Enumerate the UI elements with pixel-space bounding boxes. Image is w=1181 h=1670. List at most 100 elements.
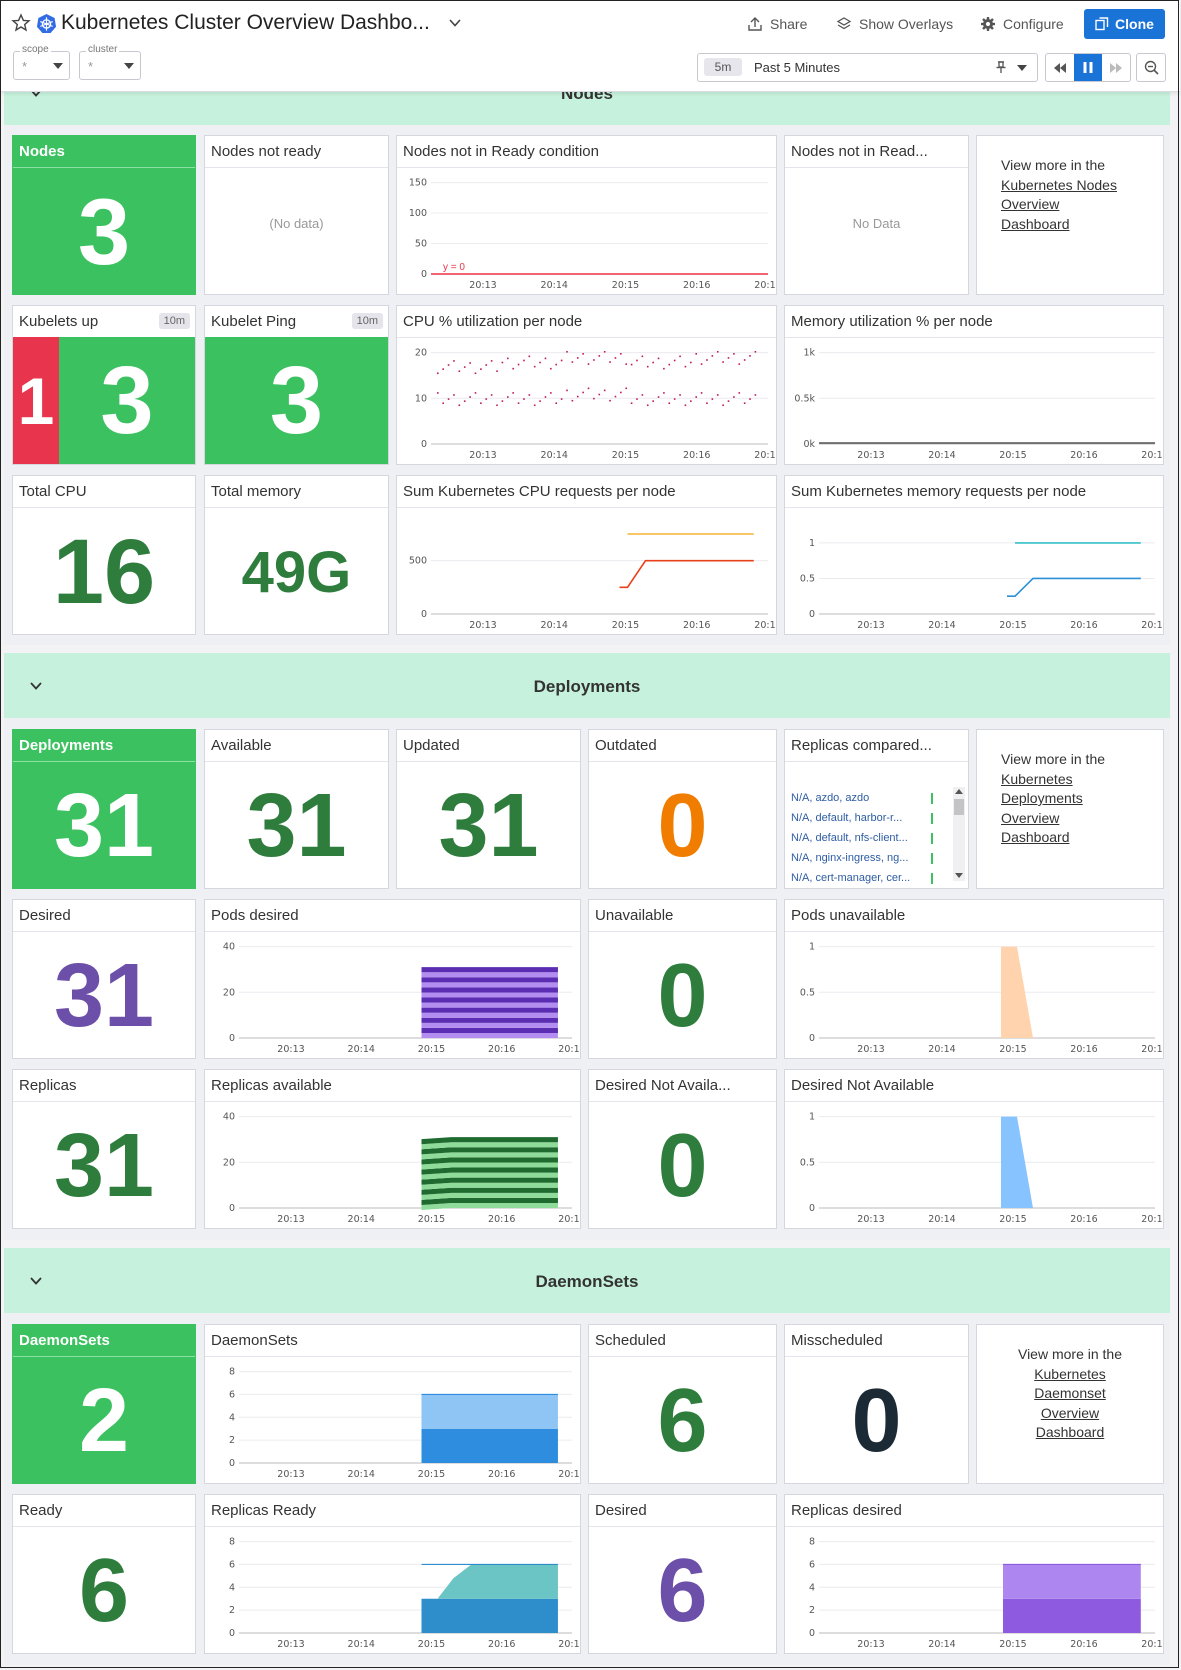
scatter-point	[743, 402, 746, 404]
widget-desired-not-available[interactable]: Desired Not Availa... 0	[588, 1069, 777, 1229]
widget-deployments-count[interactable]: Deployments 31	[12, 729, 196, 889]
widget-desired-not-available-chart[interactable]: Desired Not Available 0 0.5 1 20:13 20:14 20:…	[784, 1069, 1164, 1229]
share-button[interactable]: Share	[747, 13, 807, 35]
dashboard-link[interactable]: Dashboard	[1001, 215, 1070, 232]
widget-unavailable[interactable]: Unavailable 0	[588, 899, 777, 1059]
group-daemonsets-header[interactable]: DaemonSets	[4, 1248, 1170, 1313]
x-tick-label: 20:13	[277, 1639, 304, 1650]
pause-button[interactable]	[1074, 54, 1102, 81]
pin-icon[interactable]	[994, 60, 1008, 74]
scatter-point	[652, 361, 654, 364]
widget-daemonsets-count[interactable]: DaemonSets 2	[12, 1324, 196, 1484]
widget-daemonsets-link[interactable]: View more in the Kubernetes Daemonset Ov…	[976, 1324, 1164, 1484]
widget-desired[interactable]: Desired 31	[12, 899, 196, 1059]
y-tick-label: 6	[809, 1559, 815, 1570]
widget-misscheduled[interactable]: Misscheduled 0	[784, 1324, 969, 1484]
widget-nodes-not-ready[interactable]: Nodes not ready (No data)	[204, 135, 389, 295]
dashboard-link[interactable]: Overview	[1001, 196, 1060, 212]
widget-replicas[interactable]: Replicas 31	[12, 1069, 196, 1229]
list-item[interactable]: N/A, nginx-ingress, ng...	[791, 852, 909, 864]
widget-value: 6	[657, 1370, 708, 1471]
x-tick-label: 20:13	[469, 450, 496, 461]
caret-down-icon[interactable]	[1017, 65, 1027, 71]
group-deployments-header[interactable]: Deployments	[4, 653, 1170, 718]
widget-ds-desired[interactable]: Desired 6	[588, 1494, 777, 1654]
clone-button[interactable]: Clone	[1084, 9, 1165, 39]
show-overlays-button[interactable]: Show Overlays	[836, 13, 953, 35]
chevron-down-icon[interactable]	[448, 16, 462, 30]
list-item[interactable]: N/A, default, harbor-r...	[791, 812, 903, 824]
list-item[interactable]: N/A, azdo, azdo	[791, 792, 870, 804]
list-item[interactable]: N/A, default, nfs-client...	[791, 832, 908, 844]
widget-scheduled[interactable]: Scheduled 6	[588, 1324, 777, 1484]
area-band	[421, 987, 558, 993]
time-range-label: Past 5 Minutes	[754, 60, 840, 75]
time-range-selector[interactable]: 5m Past 5 Minutes	[697, 53, 1038, 82]
widget-memory-utilization[interactable]: Memory utilization % per node 0k 0.5k 1k 20…	[784, 305, 1164, 465]
widget-kubelets-up[interactable]: Kubelets up 10m 1 3	[12, 305, 196, 465]
widget-nodes-link[interactable]: View more in the Kubernetes Nodes Overvi…	[976, 135, 1164, 295]
dashboard-link[interactable]: Daemonset	[1034, 1385, 1106, 1401]
widget-nodes-not-ready-2[interactable]: Nodes not in Read... No Data	[784, 135, 969, 295]
widget-pods-unavailable[interactable]: Pods unavailable 0 0.5 1 20:13 20:14 20:15 20:…	[784, 899, 1164, 1059]
widget-kubelet-ping[interactable]: Kubelet Ping 10m 3	[204, 305, 389, 465]
x-tick-label: 20:15	[999, 450, 1026, 461]
widget-total-memory[interactable]: Total memory 49G	[204, 475, 389, 635]
scope-selector[interactable]: scope *	[13, 44, 70, 80]
dashboard-link[interactable]: Overview	[1040, 1404, 1100, 1421]
chevron-down-icon[interactable]	[28, 678, 44, 694]
dashboard-link[interactable]: Overview	[1001, 809, 1060, 826]
widget-value: 6	[78, 1540, 130, 1641]
cluster-value: *	[88, 59, 94, 74]
scatter-point	[544, 396, 547, 398]
widget-pods-desired[interactable]: Pods desired 0 20 40 20:13 20:14 20:15 20:16 20…	[204, 899, 581, 1059]
configure-button[interactable]: Configure	[980, 13, 1064, 35]
zoom-out-button[interactable]	[1136, 53, 1166, 82]
dashboard-link[interactable]: Kubernetes	[1001, 770, 1073, 787]
scroll-down-icon[interactable]	[955, 873, 963, 878]
widget-available[interactable]: Available 31	[204, 729, 389, 889]
widget-nodes-not-ready-condition[interactable]: Nodes not in Ready condition 0 50 100 150 20…	[396, 135, 777, 295]
area-band	[421, 1167, 558, 1175]
dashboard-link[interactable]: Deployments	[1001, 790, 1083, 806]
y-tick-label: 2	[229, 1435, 235, 1446]
widget-title: Nodes not ready	[211, 143, 322, 160]
widget-nodes-count[interactable]: Nodes 3	[12, 135, 196, 295]
rewind-icon	[1054, 62, 1066, 73]
y-tick-label: 8	[809, 1537, 815, 1548]
dashboard-title[interactable]: Kubernetes Cluster Overview Dashbo...	[61, 11, 430, 34]
dashboard-link[interactable]: Kubernetes Nodes	[1001, 176, 1117, 193]
widget-deployments-link[interactable]: View more in the Kubernetes Deployments …	[976, 729, 1164, 889]
widget-replicas-ready[interactable]: Replicas Ready 0 2 4 6 8 20:13 20:14 20:15 20:16…	[204, 1494, 581, 1654]
scrollbar-thumb[interactable]	[954, 799, 964, 815]
scatter-point	[663, 392, 665, 394]
cluster-selector[interactable]: cluster *	[79, 44, 141, 80]
widget-outdated[interactable]: Outdated 0	[588, 729, 777, 889]
widget-memory-requests[interactable]: Sum Kubernetes memory requests per node …	[784, 475, 1164, 635]
scatter-point	[603, 389, 606, 392]
scrollbar[interactable]	[953, 787, 965, 881]
chart-pods-unavailable: 0 0.5 1 20:13 20:14 20:15 20:16 20:17	[800, 942, 1163, 1055]
x-tick-label: 20:13	[857, 1044, 884, 1055]
widget-replicas-desired[interactable]: Replicas desired 0 2 4 6 8 20:13 20:14 20:15 20:…	[784, 1494, 1164, 1654]
chevron-down-icon[interactable]	[28, 1273, 44, 1289]
widget-replicas-available[interactable]: Replicas available 0 20 40 20:13 20:14 20:15 2…	[204, 1069, 581, 1229]
dashboard-link[interactable]: Dashboard	[1001, 829, 1070, 845]
widget-replicas-compared[interactable]: Replicas compared... N/A, azdo, azdo N/A…	[784, 729, 969, 889]
scroll-up-icon[interactable]	[955, 789, 963, 794]
widget-updated[interactable]: Updated 31	[396, 729, 581, 889]
fast-forward-button[interactable]	[1102, 54, 1130, 81]
list-item[interactable]: N/A, cert-manager, cer...	[791, 872, 911, 884]
widget-cpu-utilization[interactable]: CPU % utilization per node 0 10 20 20:13 20:…	[396, 305, 777, 465]
y-tick-label: 20	[223, 1157, 235, 1168]
star-icon[interactable]	[11, 13, 31, 33]
dashboard-link[interactable]: Kubernetes	[1034, 1365, 1106, 1382]
widget-title: Pods unavailable	[791, 907, 906, 924]
rewind-button[interactable]	[1046, 54, 1074, 81]
scatter-point	[576, 395, 579, 398]
widget-cpu-requests[interactable]: Sum Kubernetes CPU requests per node 0 50…	[396, 475, 777, 635]
widget-total-cpu[interactable]: Total CPU 16	[12, 475, 196, 635]
dashboard-link[interactable]: Dashboard	[1035, 1424, 1105, 1440]
widget-ready[interactable]: Ready 6	[12, 1494, 196, 1654]
widget-daemonsets-chart[interactable]: DaemonSets 0 2 4 6 8 20:13 20:14 20:15 20:16 20:1…	[204, 1324, 581, 1484]
